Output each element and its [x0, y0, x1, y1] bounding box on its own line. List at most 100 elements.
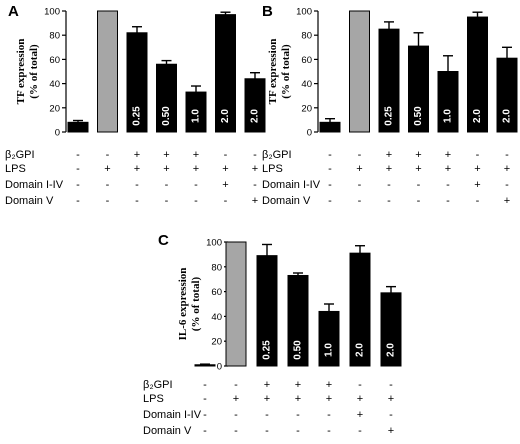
condition-sign: + [415, 149, 421, 161]
condition-sign: - [224, 195, 228, 207]
panel-c: C 0 20 40 60 80 100 IL-6 expression (% of total)… [143, 232, 402, 437]
y-tick-label: 20 [211, 337, 222, 348]
condition-sign: - [417, 179, 421, 191]
condition-sign: + [233, 393, 239, 405]
condition-sign: - [203, 379, 207, 391]
y-tick-label: 60 [211, 287, 222, 298]
condition-sign: - [165, 195, 169, 207]
panel-letter: A [8, 3, 19, 20]
condition-sign: - [234, 409, 238, 421]
condition-sign: - [234, 425, 238, 437]
condition-sign: - [76, 195, 80, 207]
condition-sign: + [415, 163, 421, 175]
condition-sign: - [505, 149, 509, 161]
condition-sign: + [388, 393, 394, 405]
condition-sign: - [234, 379, 238, 391]
condition-sign: + [222, 179, 228, 191]
condition-label: LPS [5, 163, 26, 175]
y-tick-label: 20 [49, 103, 60, 114]
bar-concentration-label: 0.25 [262, 340, 273, 360]
bar-concentration-label: 2.0 [220, 109, 231, 123]
condition-sign: - [328, 195, 332, 207]
condition-label: β₂GPI [143, 379, 173, 391]
y-tick-label: 0 [307, 128, 312, 139]
condition-sign: + [252, 163, 258, 175]
condition-sign: - [76, 149, 80, 161]
bar-concentration-label: 1.0 [324, 343, 335, 357]
bar-concentration-label: 2.0 [355, 343, 366, 357]
condition-sign: - [203, 393, 207, 405]
bar-concentration-label: 0.25 [132, 106, 143, 126]
y-tick-label: 100 [206, 238, 222, 249]
y-tick-label: 40 [211, 312, 222, 323]
condition-sign: - [106, 149, 110, 161]
condition-sign: + [356, 163, 362, 175]
condition-sign: + [445, 163, 451, 175]
y-tick-label: 80 [49, 31, 60, 42]
condition-sign: + [193, 163, 199, 175]
y-tick-label: 0 [55, 128, 60, 139]
condition-sign: - [358, 425, 362, 437]
condition-sign: - [389, 409, 393, 421]
y-axis-title: TF expression [15, 39, 27, 105]
condition-sign: + [264, 393, 270, 405]
condition-sign: - [358, 379, 362, 391]
bar-concentration-label: 1.0 [443, 109, 454, 123]
y-tick-label: 20 [301, 103, 312, 114]
bar-concentration-label: 0.50 [293, 340, 304, 360]
condition-sign: + [504, 163, 510, 175]
condition-sign: - [358, 149, 362, 161]
bar-concentration-label: 0.50 [161, 106, 172, 126]
condition-sign: - [358, 179, 362, 191]
y-tick-label: 60 [301, 55, 312, 66]
bar-concentration-label: 2.0 [472, 109, 483, 123]
condition-sign: - [446, 179, 450, 191]
condition-label: LPS [262, 163, 283, 175]
condition-sign: - [203, 409, 207, 421]
condition-sign: + [326, 393, 332, 405]
condition-sign: - [358, 195, 362, 207]
y-axis-title: (% of total) [280, 44, 292, 99]
condition-sign: - [327, 425, 331, 437]
bar [349, 10, 370, 133]
condition-sign: - [253, 149, 257, 161]
condition-sign: - [224, 149, 228, 161]
condition-label: Domain I-IV [5, 179, 64, 191]
condition-sign: - [328, 163, 332, 175]
condition-sign: + [386, 149, 392, 161]
condition-sign: + [295, 393, 301, 405]
condition-sign: + [134, 149, 140, 161]
condition-sign: + [104, 163, 110, 175]
condition-sign: - [296, 409, 300, 421]
condition-sign: - [476, 149, 480, 161]
condition-sign: + [386, 163, 392, 175]
condition-sign: - [476, 195, 480, 207]
condition-sign: - [387, 179, 391, 191]
bar [244, 78, 266, 133]
y-axis-title: (% of total) [28, 44, 40, 99]
condition-sign: - [76, 179, 80, 191]
bar [97, 10, 118, 133]
condition-label: Domain V [262, 195, 311, 207]
bar-concentration-label: 2.0 [250, 109, 261, 123]
condition-sign: + [163, 149, 169, 161]
condition-label: Domain V [5, 195, 54, 207]
panel-a: A 0 20 40 60 80 100 TF expression (% of total) 0.… [5, 3, 266, 207]
panel-letter: C [158, 232, 169, 249]
bar [225, 241, 247, 367]
condition-sign: + [222, 163, 228, 175]
y-tick-label: 100 [296, 7, 312, 18]
condition-sign: - [327, 409, 331, 421]
condition-sign: + [357, 393, 363, 405]
condition-sign: - [76, 163, 80, 175]
condition-sign: + [388, 425, 394, 437]
y-tick-label: 100 [44, 7, 60, 18]
condition-sign: - [389, 379, 393, 391]
condition-sign: + [264, 379, 270, 391]
bar [319, 121, 341, 133]
condition-label: Domain I-IV [143, 409, 202, 421]
y-tick-label: 80 [301, 31, 312, 42]
panel-letter: B [262, 3, 273, 20]
condition-sign: - [328, 149, 332, 161]
y-tick-label: 80 [211, 262, 222, 273]
